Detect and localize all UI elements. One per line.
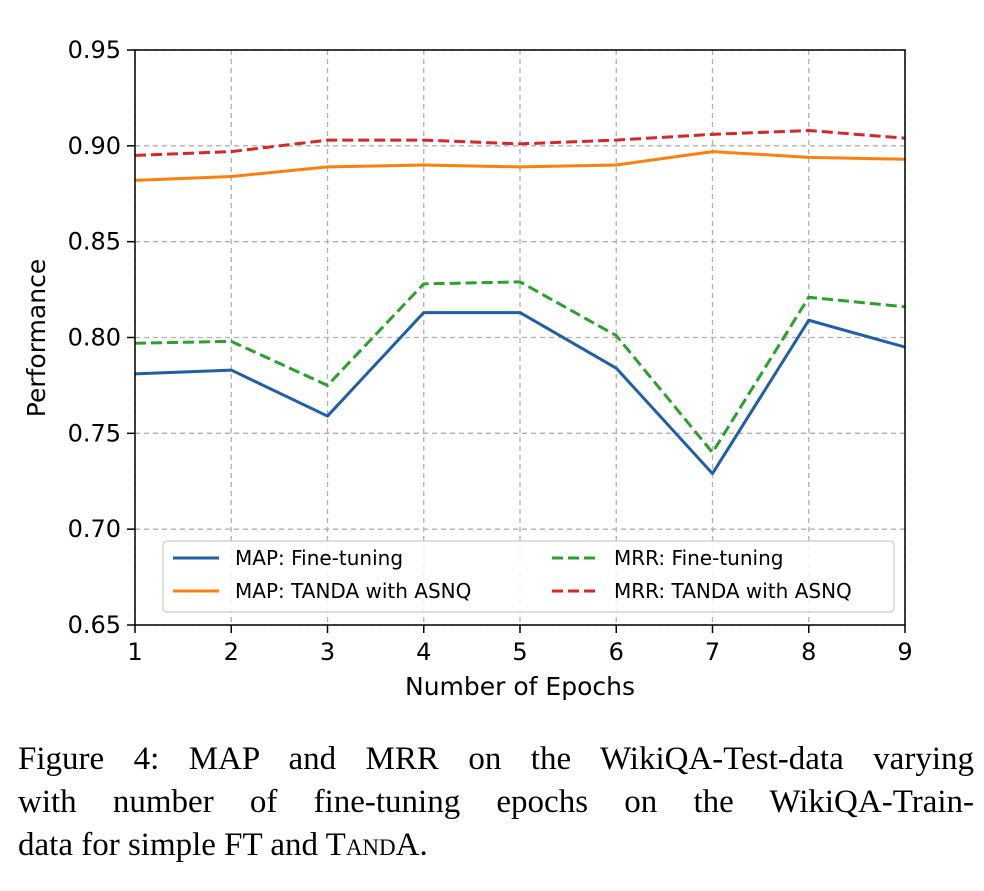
caption-line-3: data for simple FT and TandA. — [18, 824, 974, 867]
legend-label-mrr-fine-tuning: MRR: Fine-tuning — [614, 546, 783, 570]
x-tick-label: 5 — [512, 638, 527, 666]
legend-label-map-tanda: MAP: TANDA with ASNQ — [235, 579, 471, 603]
x-tick-label: 7 — [705, 638, 720, 666]
caption-line-3-end: A. — [395, 827, 428, 863]
legend-label-map-fine-tuning: MAP: Fine-tuning — [235, 546, 403, 570]
x-tick-label: 3 — [320, 638, 335, 666]
x-tick-label: 4 — [416, 638, 431, 666]
y-tick-label: 0.95 — [68, 36, 121, 64]
y-tick-label: 0.75 — [68, 419, 121, 447]
series-line-3 — [134, 280, 906, 454]
y-tick-label: 0.80 — [68, 324, 121, 352]
x-tick-label: 9 — [897, 638, 912, 666]
series-line-4 — [134, 129, 906, 157]
x-axis-label: Number of Epochs — [405, 672, 635, 701]
grid-lines — [134, 49, 906, 626]
legend-box — [162, 540, 895, 613]
y-axis-label: Performance — [22, 259, 51, 417]
axis-ticks: 1 2 3 4 5 6 7 8 9 0.65 0.70 0.75 0.80 0.85 0.90 0.95 — [68, 36, 913, 666]
x-tick-label: 1 — [127, 638, 142, 666]
figure-caption: Figure 4: MAP and MRR on the WikiQA-Test… — [18, 738, 974, 867]
caption-line-3-start: data for simple FT and T — [18, 827, 346, 863]
caption-tanda-smallcaps: and — [345, 827, 396, 863]
caption-line-2: with number of fine-tuning epochs on the… — [18, 784, 974, 820]
x-tick-label: 8 — [801, 638, 816, 666]
legend-label-mrr-tanda: MRR: TANDA with ASNQ — [614, 579, 852, 603]
y-tick-label: 0.85 — [68, 228, 121, 256]
x-tick-label: 2 — [224, 638, 239, 666]
y-tick-label: 0.70 — [68, 515, 121, 543]
x-tick-label: 6 — [609, 638, 624, 666]
series-lines — [134, 129, 906, 476]
y-tick-label: 0.65 — [68, 611, 121, 639]
caption-line-1: Figure 4: MAP and MRR on the WikiQA-Test… — [18, 741, 974, 777]
legend: MAP: Fine-tuning MAP: TANDA with ASNQ MR… — [162, 540, 895, 613]
line-chart: 1 2 3 4 5 6 7 8 9 0.65 0.70 0.75 0.80 0.85 0.90 0.95 Pe… — [22, 36, 913, 701]
series-line-1 — [134, 311, 906, 476]
y-tick-label: 0.90 — [68, 132, 121, 160]
series-line-2 — [134, 150, 906, 182]
